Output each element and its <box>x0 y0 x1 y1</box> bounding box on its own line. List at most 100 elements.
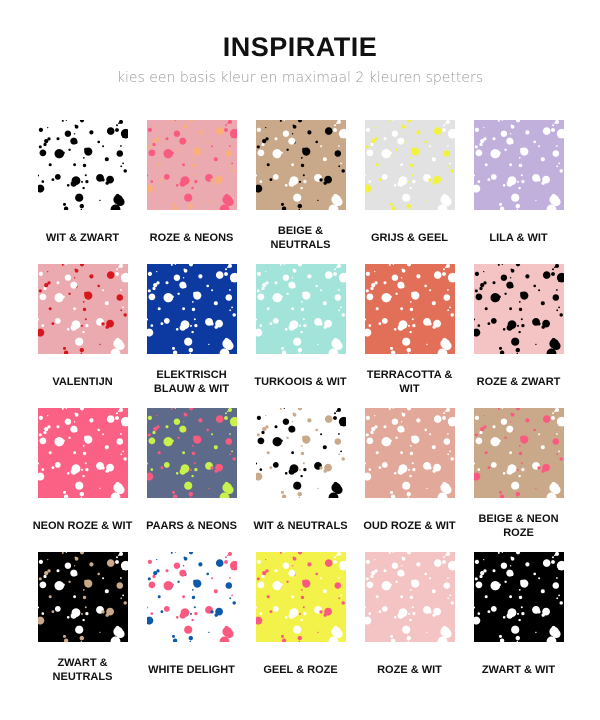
splatter-dot <box>183 337 192 346</box>
splatter-dot <box>407 612 410 615</box>
splatter-dot <box>183 556 185 559</box>
splatter-dot <box>507 176 516 185</box>
splatter-swatch[interactable] <box>255 120 346 210</box>
splatter-dot <box>425 631 428 634</box>
splatter-dot <box>388 120 391 122</box>
inspiration-item[interactable]: NEON ROZE & WIT <box>28 408 137 552</box>
splatter-swatch[interactable] <box>364 264 455 354</box>
splatter-dot <box>366 149 373 157</box>
inspiration-item[interactable]: PAARS & NEONS <box>137 408 246 552</box>
splatter-swatch[interactable] <box>255 408 346 498</box>
splatter-dot <box>43 283 48 288</box>
splatter-dot <box>172 638 177 642</box>
splatter-dot <box>188 635 193 641</box>
splatter-dot <box>163 462 170 468</box>
inspiration-item[interactable]: WIT & NEUTRALS <box>246 408 355 552</box>
item-label: NEON ROZE & WIT <box>32 520 133 532</box>
splatter-swatch[interactable] <box>37 552 128 642</box>
splatter-dot <box>226 410 229 413</box>
splatter-dot <box>316 631 319 634</box>
splatter-dot <box>448 306 451 309</box>
splatter-dot <box>509 277 511 279</box>
splatter-swatch[interactable] <box>473 264 564 354</box>
splatter-dot <box>425 487 428 490</box>
splatter-swatch[interactable] <box>37 120 128 210</box>
splatter-swatch[interactable] <box>473 552 564 642</box>
item-label: GRIJS & GEEL <box>370 232 449 244</box>
splatter-dot <box>43 427 48 432</box>
inspiration-item[interactable]: GEEL & ROZE <box>246 552 355 696</box>
splatter-swatch[interactable] <box>473 408 564 498</box>
splatter-dot <box>510 556 512 559</box>
splatter-dot <box>79 408 84 411</box>
inspiration-item[interactable]: ROZE & WIT <box>355 552 464 696</box>
splatter-dot <box>147 577 151 581</box>
splatter-swatch[interactable] <box>146 552 237 642</box>
inspiration-item[interactable]: BEIGE & NEUTRALS <box>246 120 355 264</box>
splatter-swatch[interactable] <box>255 552 346 642</box>
splatter-dot <box>515 203 520 209</box>
inspiration-item[interactable]: ROZE & NEONS <box>137 120 246 264</box>
splatter-dot <box>155 281 160 285</box>
splatter-dot <box>219 348 229 354</box>
splatter-dot <box>335 410 338 413</box>
inspiration-item[interactable]: TURKOOIS & WIT <box>246 264 355 408</box>
inspiration-item[interactable]: OUD ROZE & WIT <box>355 408 464 552</box>
splatter-swatch[interactable] <box>37 264 128 354</box>
inspiration-item[interactable]: ZWART & WIT <box>464 552 573 696</box>
inspiration-item[interactable]: ELEKTRISCH BLAUW & WIT <box>137 264 246 408</box>
inspiration-item[interactable]: TERRACOTTA & WIT <box>355 264 464 408</box>
splatter-dot <box>192 147 201 156</box>
splatter-dot <box>557 306 560 309</box>
inspiration-item[interactable]: ZWART & NEUTRALS <box>28 552 137 696</box>
splatter-dot <box>284 328 287 331</box>
splatter-dot <box>478 142 483 147</box>
splatter-swatch[interactable] <box>146 408 237 498</box>
splatter-dot <box>228 597 231 600</box>
splatter-dot <box>223 272 228 276</box>
inspiration-item[interactable]: VALENTIJN <box>28 264 137 408</box>
splatter-dot <box>540 157 545 162</box>
splatter-dot <box>193 462 196 465</box>
splatter-dot <box>505 425 513 433</box>
splatter-swatch[interactable] <box>146 120 237 210</box>
splatter-dot <box>151 286 156 291</box>
splatter-dot <box>224 268 227 271</box>
splatter-dot <box>163 174 170 180</box>
splatter-dot <box>191 157 194 159</box>
splatter-dot <box>191 589 194 591</box>
inspiration-item[interactable]: GRIJS & GEEL <box>355 120 464 264</box>
splatter-dot <box>388 552 391 554</box>
inspiration-grid: WIT & ZWART ROZE & NEONS BEIGE & NEUTRALS G… <box>28 120 573 696</box>
splatter-dot <box>411 324 415 328</box>
splatter-dot <box>546 204 556 210</box>
splatter-swatch[interactable] <box>364 408 455 498</box>
splatter-dot <box>437 348 447 354</box>
splatter-swatch[interactable] <box>473 120 564 210</box>
splatter-dot <box>442 485 452 495</box>
splatter-swatch[interactable] <box>364 120 455 210</box>
splatter-dot <box>507 464 516 473</box>
splatter-dot <box>555 165 558 168</box>
splatter-dot <box>197 274 202 279</box>
splatter-dot <box>84 174 87 177</box>
splatter-swatch[interactable] <box>146 264 237 354</box>
splatter-dot <box>517 474 521 478</box>
splatter-swatch[interactable] <box>255 264 346 354</box>
splatter-dot <box>393 472 396 475</box>
splatter-dot <box>332 560 337 564</box>
splatter-swatch[interactable] <box>364 552 455 642</box>
splatter-dot <box>536 610 541 614</box>
splatter-dot <box>431 157 436 162</box>
splatter-dot <box>441 481 447 487</box>
splatter-swatch[interactable] <box>37 408 128 498</box>
inspiration-item[interactable]: LILA & WIT <box>464 120 573 264</box>
inspiration-item[interactable]: ROZE & ZWART <box>464 264 573 408</box>
inspiration-item[interactable]: WIT & ZWART <box>28 120 137 264</box>
splatter-dot <box>408 474 412 478</box>
inspiration-item[interactable]: BEIGE & NEON ROZE <box>464 408 573 552</box>
splatter-dot <box>401 625 410 634</box>
splatter-dot <box>226 122 229 125</box>
inspiration-item[interactable]: WHITE DELIGHT <box>137 552 246 696</box>
splatter-dot <box>54 318 61 324</box>
